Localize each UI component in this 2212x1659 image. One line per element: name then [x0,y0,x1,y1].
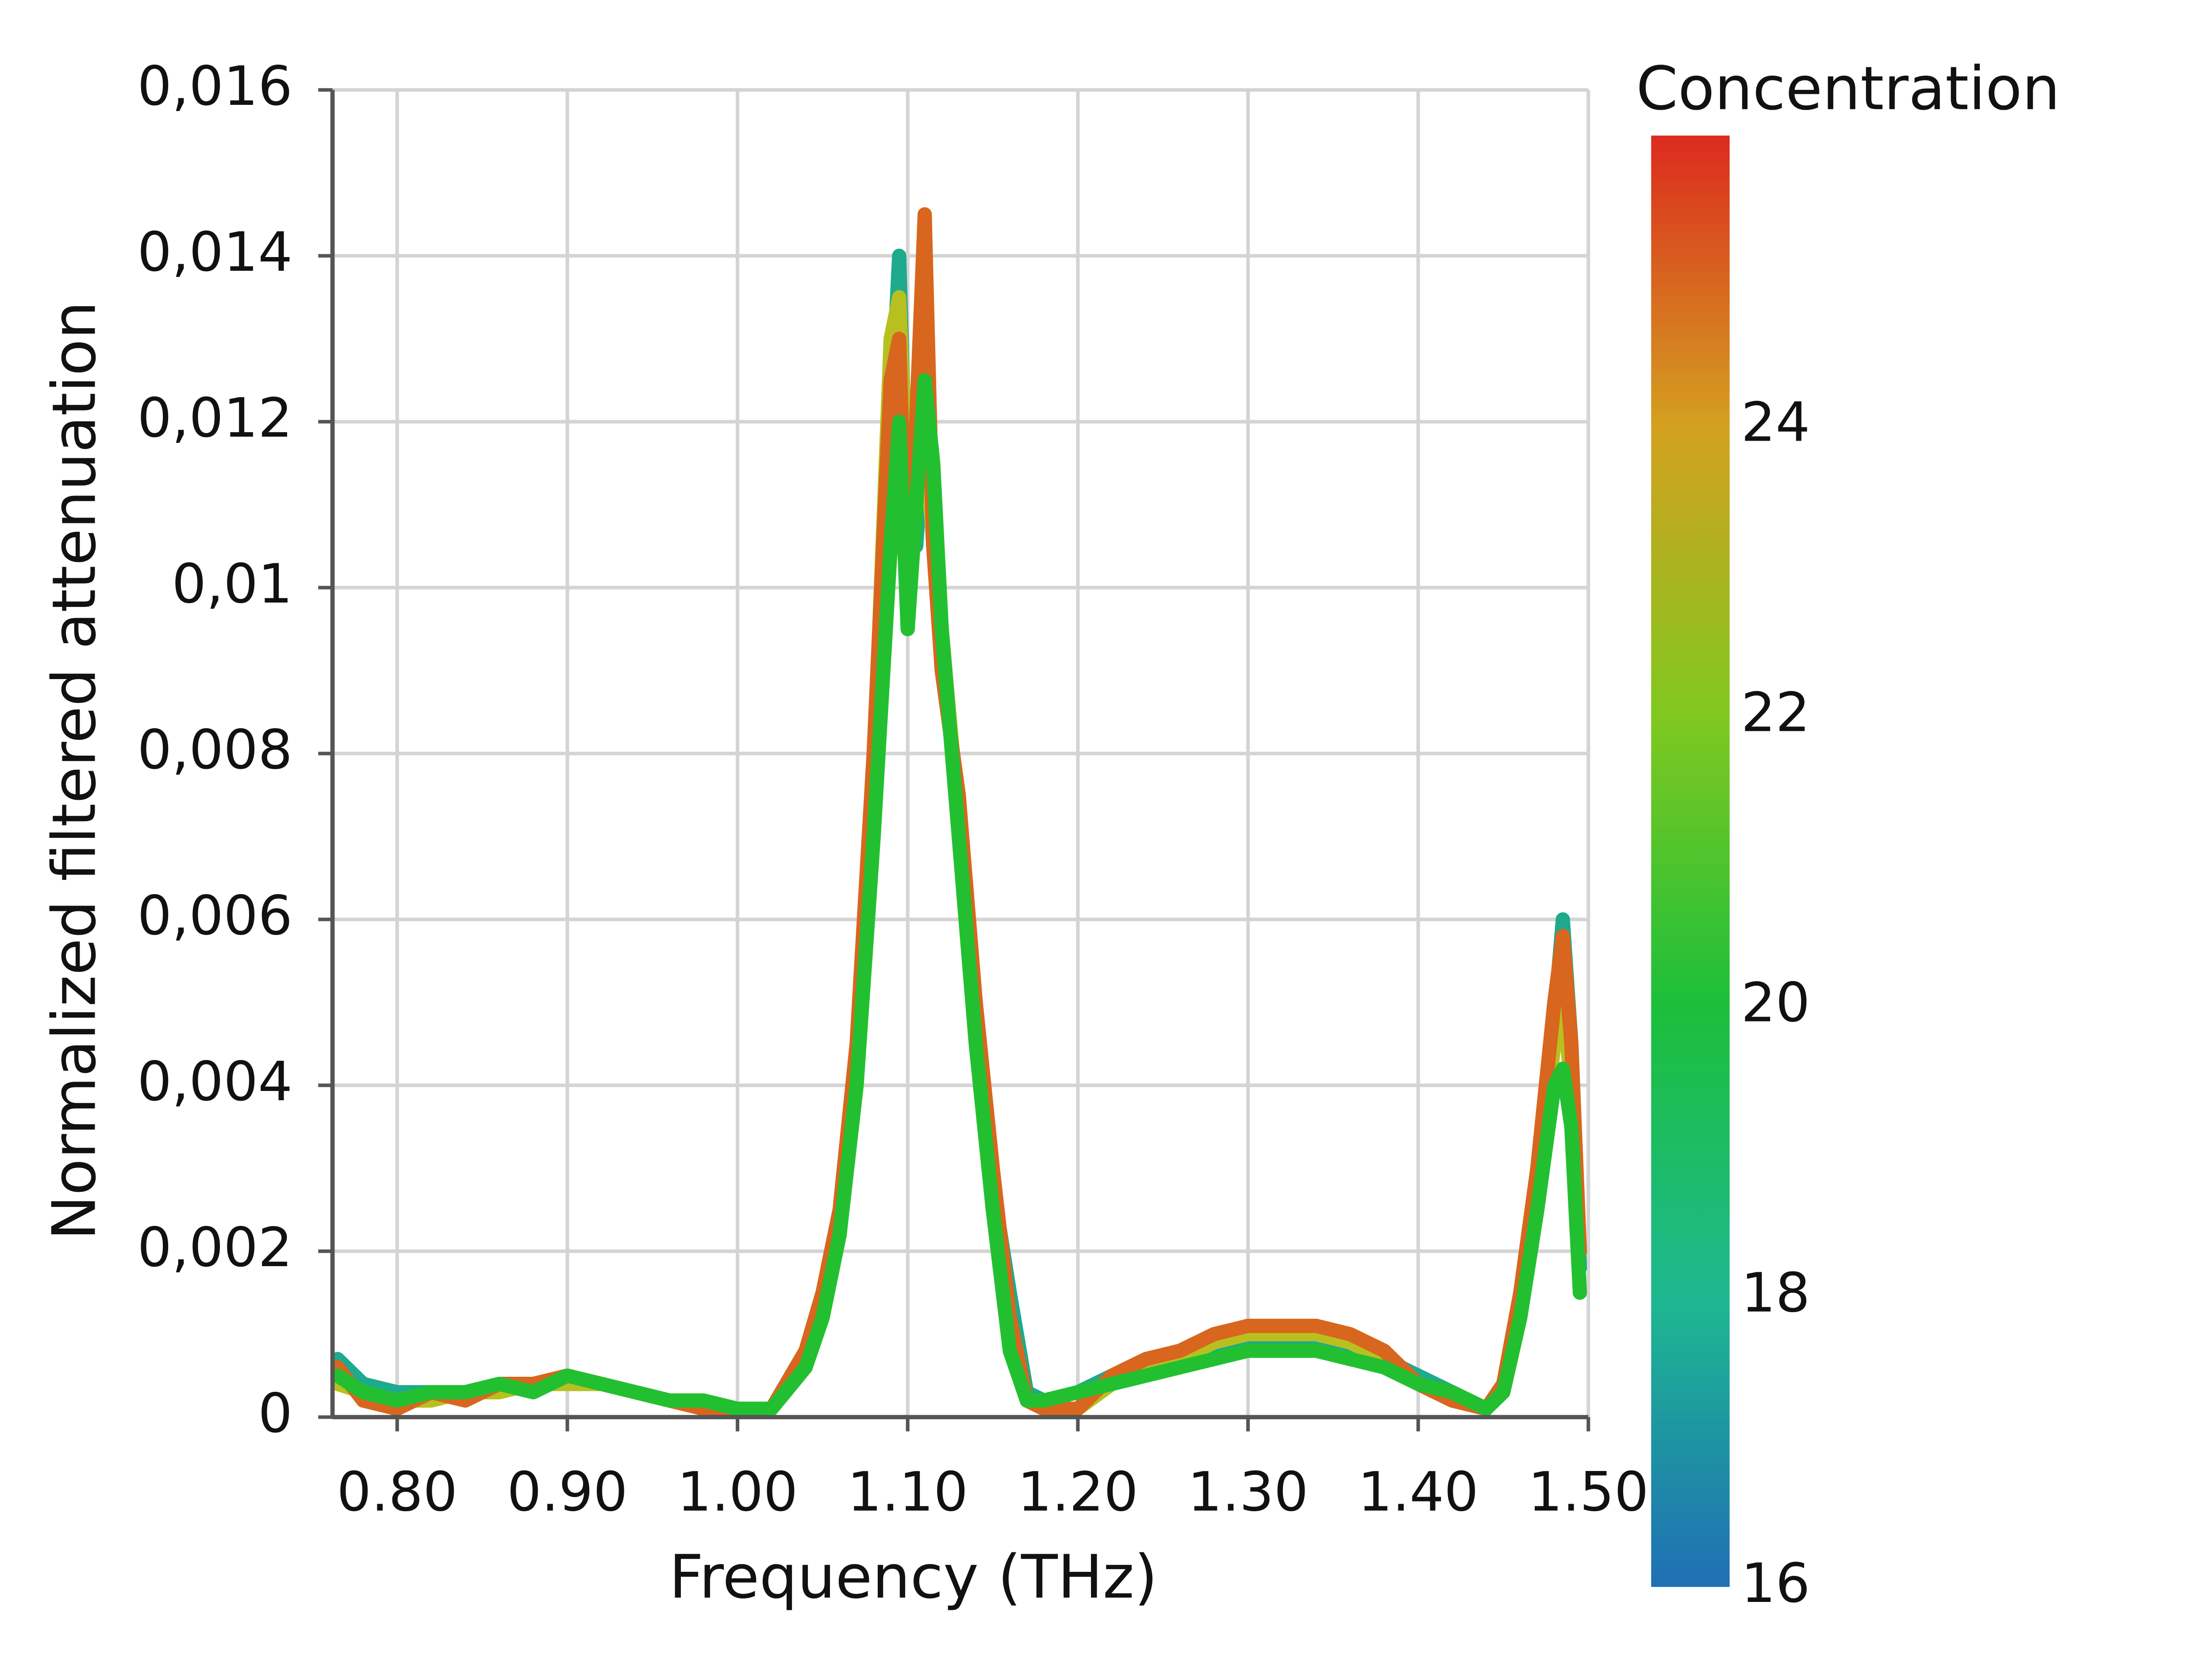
x-tick-label: 1.10 [847,1460,968,1523]
colorbar-title: Concentration [1636,54,2060,123]
y-tick-label: 0,008 [137,718,292,781]
y-tick-label: 0,014 [137,220,292,284]
colorbar [1651,135,1730,1587]
y-tick-label: 0,012 [137,386,292,449]
y-tick-label: 0,002 [137,1216,292,1279]
colorbar-tick-label: 24 [1741,390,1810,453]
y-tick-label: 0 [258,1382,292,1445]
colorbar-tick-label: 20 [1741,971,1810,1034]
x-tick-label: 1.20 [1018,1460,1138,1523]
y-tick-label: 0,01 [172,552,292,615]
series-line [330,373,1587,1416]
x-tick-label: 1.40 [1358,1460,1479,1523]
colorbar-tick-label: 22 [1741,680,1810,744]
colorbar-tick-label: 16 [1741,1551,1810,1615]
y-tick-label: 0,006 [137,884,292,947]
colorbar-tick-label: 18 [1741,1261,1810,1325]
x-tick-label: 0.80 [337,1460,457,1523]
x-axis-title: Frequency (THz) [669,1542,1157,1612]
x-tick-label: 1.50 [1528,1460,1649,1523]
y-tick-label: 0,004 [137,1050,292,1113]
x-tick-label: 1.30 [1188,1460,1309,1523]
x-tick-label: 0.90 [507,1460,628,1523]
x-tick-label: 1.00 [677,1460,798,1523]
y-tick-label: 0,016 [137,54,292,118]
y-axis-title: Normalized filtered attenuation [39,301,109,1240]
